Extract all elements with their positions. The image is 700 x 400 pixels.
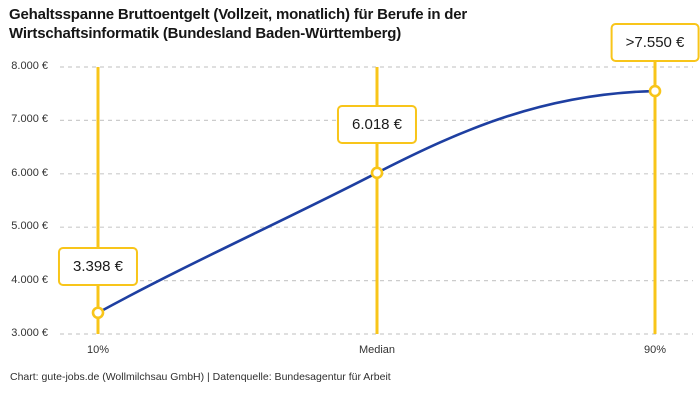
value-callout-90th-percentile: >7.550 € — [610, 23, 700, 62]
y-axis-tick-label: 5.000 € — [11, 220, 48, 232]
y-axis-tick-label: 6.000 € — [11, 167, 48, 179]
x-axis-category-label: 10% — [86, 344, 110, 356]
y-axis-tick-label: 8.000 € — [11, 60, 48, 72]
y-axis-tick-label: 4.000 € — [11, 274, 48, 286]
data-point-marker — [648, 84, 662, 98]
data-point-marker — [91, 306, 105, 320]
x-axis-category-label: 90% — [643, 344, 667, 356]
y-axis-tick-label: 7.000 € — [11, 113, 48, 125]
x-axis-category-label: Median — [358, 344, 396, 356]
value-callout-median: 6.018 € — [336, 105, 418, 144]
chart-title-line1: Gehaltsspanne Bruttoentgelt (Vollzeit, m… — [9, 6, 468, 23]
chart-title: Gehaltsspanne Bruttoentgelt (Vollzeit, m… — [9, 5, 467, 43]
chart-title-line2: Wirtschaftsinformatik (Bundesland Baden-… — [9, 25, 401, 42]
value-callout-10th-percentile: 3.398 € — [57, 247, 139, 286]
chart-credit: Chart: gute-jobs.de (Wollmilchsau GmbH) … — [10, 371, 391, 383]
data-point-marker — [370, 166, 384, 180]
y-axis-tick-label: 3.000 € — [11, 327, 48, 339]
